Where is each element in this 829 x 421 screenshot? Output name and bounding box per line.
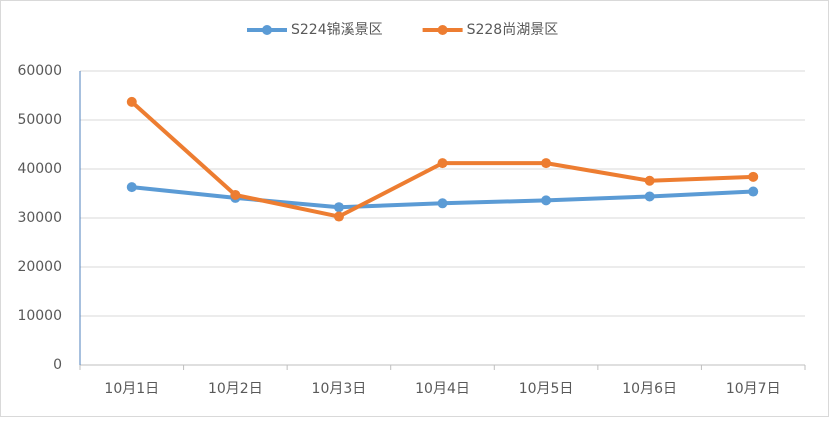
y-tick-label: 0 <box>53 357 62 373</box>
y-tick-label: 40000 <box>17 161 62 177</box>
data-point <box>333 202 344 213</box>
data-point <box>437 198 448 209</box>
x-tick-label: 10月2日 <box>208 381 263 397</box>
data-point <box>437 158 448 169</box>
data-point <box>541 195 552 206</box>
y-tick-label: 30000 <box>17 210 62 226</box>
x-tick-label: 10月1日 <box>104 381 159 397</box>
data-point <box>644 175 655 186</box>
x-tick-label: 10月4日 <box>415 381 470 397</box>
legend-marker <box>437 25 448 35</box>
x-tick-label: 10月5日 <box>519 381 574 397</box>
legend-label: S228尚湖景区 <box>467 22 559 38</box>
data-point <box>748 171 759 182</box>
data-point <box>230 189 241 200</box>
data-point <box>126 96 137 107</box>
data-point <box>748 186 759 197</box>
x-tick-label: 10月7日 <box>726 381 781 397</box>
legend-marker <box>262 25 272 35</box>
data-point <box>333 211 344 222</box>
x-tick-label: 10月3日 <box>312 381 367 397</box>
data-point <box>644 191 655 202</box>
x-tick-label: 10月6日 <box>622 381 677 397</box>
y-tick-label: 50000 <box>17 112 62 128</box>
y-tick-label: 60000 <box>17 63 62 79</box>
legend-label: S224锦溪景区 <box>291 21 383 38</box>
data-point <box>126 182 137 193</box>
data-point <box>541 158 552 169</box>
y-tick-label: 20000 <box>17 259 62 275</box>
y-tick-label: 10000 <box>17 308 62 324</box>
